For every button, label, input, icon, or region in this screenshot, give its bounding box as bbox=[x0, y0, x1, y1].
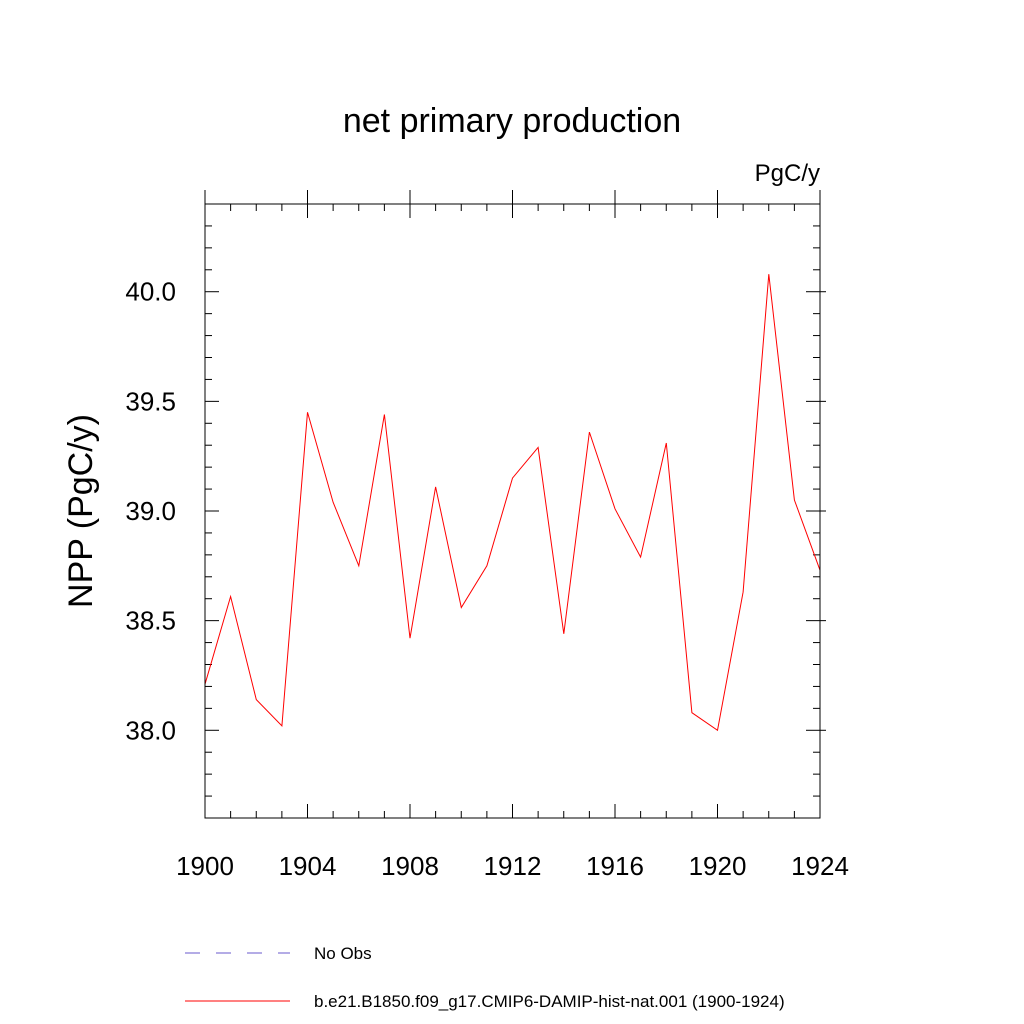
y-tick-label: 39.5 bbox=[125, 386, 176, 416]
y-tick-label: 38.5 bbox=[125, 606, 176, 636]
legend: No Obs b.e21.B1850.f09_g17.CMIP6-DAMIP-h… bbox=[185, 944, 785, 1011]
x-tick-label: 1912 bbox=[484, 851, 542, 881]
y-tick-label: 38.0 bbox=[125, 715, 176, 745]
units-label: PgC/y bbox=[755, 160, 820, 187]
y-tick-labels: 38.0 38.5 39.0 39.5 40.0 bbox=[125, 277, 176, 746]
chart-title: net primary production bbox=[343, 102, 681, 140]
plot-frame bbox=[204, 203, 821, 819]
x-tick-labels: 1900 1904 1908 1912 1916 1920 1924 bbox=[176, 851, 849, 881]
x-tick-label: 1916 bbox=[586, 851, 644, 881]
axis-ticks bbox=[204, 190, 826, 819]
series-line bbox=[204, 274, 821, 732]
y-tick-label: 39.0 bbox=[125, 496, 176, 526]
y-axis-label: NPP (PgC/y) bbox=[62, 414, 100, 608]
legend-label-series: b.e21.B1850.f09_g17.CMIP6-DAMIP-hist-nat… bbox=[314, 992, 785, 1011]
x-tick-label: 1924 bbox=[791, 851, 849, 881]
x-tick-label: 1920 bbox=[689, 851, 747, 881]
x-tick-label: 1908 bbox=[381, 851, 439, 881]
x-tick-label: 1904 bbox=[279, 851, 337, 881]
y-tick-label: 40.0 bbox=[125, 277, 176, 307]
series-layer bbox=[204, 274, 821, 732]
x-tick-label: 1900 bbox=[176, 851, 234, 881]
legend-label-no-obs: No Obs bbox=[314, 944, 372, 963]
